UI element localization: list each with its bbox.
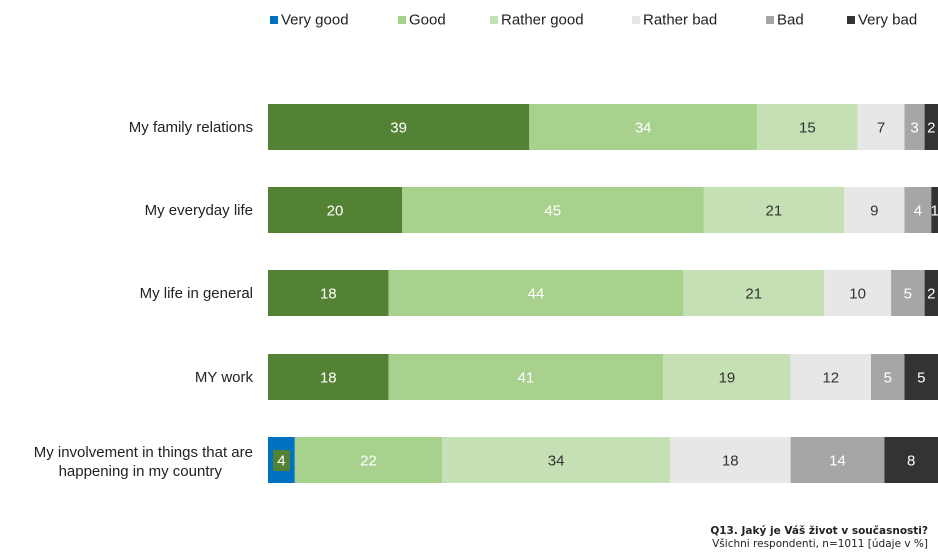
bar-segment-very-bad [884, 437, 938, 483]
data-label: 15 [799, 120, 816, 137]
data-label: 22 [360, 453, 377, 470]
data-label: 5 [904, 286, 912, 303]
data-label: 44 [528, 286, 545, 303]
bar-segment-bad [790, 437, 885, 483]
data-label: 4 [914, 203, 922, 220]
category-label: My family relations [129, 119, 253, 136]
bar-segment-bad [904, 104, 925, 150]
legend-label-bad: Bad [777, 12, 804, 29]
category-label: My life in general [140, 285, 253, 302]
bar-segment-very-good [268, 270, 389, 316]
bar-segment-rather-good [757, 104, 858, 150]
bar-segment-good [402, 187, 704, 233]
legend-swatch-good [398, 16, 406, 24]
data-label: 8 [907, 453, 915, 470]
legend-swatch-rather-good [490, 16, 498, 24]
data-label: 5 [917, 370, 925, 387]
category-label: My everyday life [145, 202, 253, 219]
bar-segment-bad [891, 270, 925, 316]
category-label-cont: happening in my country [59, 463, 223, 480]
bar-segment-very-bad [931, 187, 938, 233]
legend-swatch-bad [766, 16, 774, 24]
legend-swatch-very-good [270, 16, 278, 24]
footnote-question: Q13. Jaký je Váš život v současnosti? [710, 525, 928, 537]
bar-segment-rather-bad [844, 187, 905, 233]
data-label: 41 [518, 370, 535, 387]
footnote: Q13. Jaký je Váš život v současnosti? Vš… [710, 525, 928, 551]
bar-segment-very-bad [904, 354, 938, 400]
legend-swatch-rather-bad [632, 16, 640, 24]
data-label: 1 [930, 203, 938, 220]
data-label: 21 [766, 203, 783, 220]
legend-label-good: Good [409, 12, 446, 29]
data-label: 18 [320, 370, 337, 387]
legend-label-rather-bad: Rather bad [643, 12, 717, 29]
footnote-sample: Všichni respondenti, n=1011 [údaje v %] [712, 538, 928, 550]
bar-segment-bad [904, 187, 932, 233]
data-label: 10 [849, 286, 866, 303]
category-label: My involvement in things that areMy invo… [34, 444, 253, 461]
bar-segment-very-good [268, 354, 389, 400]
data-label: 2 [927, 286, 935, 303]
data-label: 34 [548, 453, 565, 470]
bar-segment-bad [871, 354, 905, 400]
bar-segment-rather-bad [790, 354, 871, 400]
data-label: 19 [719, 370, 736, 387]
data-label: 5 [884, 370, 892, 387]
bar-segment-very-bad [924, 104, 938, 150]
data-label: 18 [320, 286, 337, 303]
bar-segment-good [529, 104, 758, 150]
data-label: 21 [745, 286, 762, 303]
data-label: 7 [877, 120, 885, 137]
bar-segment-very-good [268, 104, 530, 150]
bar-segment-rather-good [663, 354, 791, 400]
legend-label-very-bad: Very bad [858, 12, 917, 29]
bar-segment-rather-good [703, 187, 845, 233]
category-label: MY work [195, 369, 254, 386]
data-label: 45 [544, 203, 561, 220]
data-label: 14 [829, 453, 846, 470]
data-label: 4 [277, 453, 285, 470]
bar-segment-rather-bad [824, 270, 892, 316]
legend-swatch-very-bad [847, 16, 855, 24]
legend-label-very-good: Very good [281, 12, 349, 29]
bar-segment-good [388, 270, 684, 316]
bar-segment-good [388, 354, 664, 400]
data-label: 2 [927, 120, 935, 137]
bar-segment-rather-bad [670, 437, 791, 483]
bar-segment-rather-good [683, 270, 825, 316]
data-label: 34 [635, 120, 652, 137]
data-label: 9 [870, 203, 878, 220]
bar-segment-rather-bad [857, 104, 905, 150]
bar-segment-good [294, 437, 443, 483]
data-label: 12 [822, 370, 839, 387]
bar-segment-very-good [268, 187, 402, 233]
data-label: 20 [327, 203, 344, 220]
data-label: 18 [722, 453, 739, 470]
bar-segment-very-bad [924, 270, 938, 316]
bar-segment-inset [273, 450, 290, 471]
data-label: 3 [910, 120, 918, 137]
bar-segment-rather-good [442, 437, 670, 483]
data-label: 39 [390, 120, 407, 137]
legend-label-rather-good: Rather good [501, 12, 584, 29]
